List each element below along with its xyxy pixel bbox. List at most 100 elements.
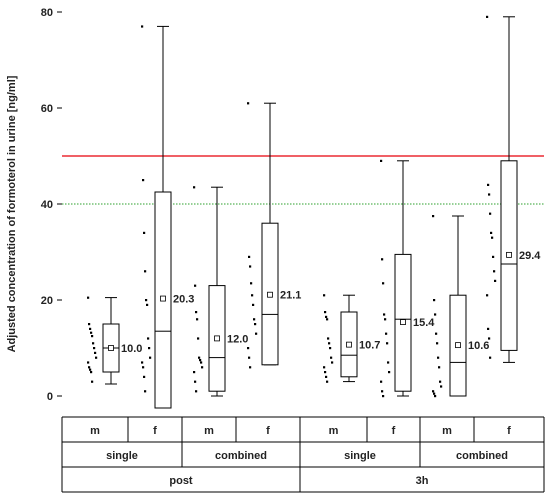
table-sex-label: f [153,425,157,437]
data-point [488,337,491,340]
data-point [195,311,198,314]
table-sex-label: m [90,425,100,437]
data-point [149,356,152,359]
data-point [87,296,90,299]
data-point [247,347,250,350]
data-point [95,356,98,359]
data-point [331,361,334,364]
data-point [327,337,330,340]
data-point [252,303,255,306]
data-point [326,318,329,321]
table-time-label: 3h [416,475,429,487]
data-point [433,392,436,395]
data-point [250,282,253,285]
data-point [323,294,326,297]
data-point [489,212,492,215]
data-point [494,279,497,282]
data-point [434,395,437,398]
data-point [384,318,387,321]
y-axis-label: Adjusted concentration of formoterol in … [6,75,18,352]
data-point [193,186,196,189]
data-point [492,255,495,258]
data-point [197,337,200,340]
y-tick-label: 20 [41,295,53,307]
table-time-label: post [169,475,193,487]
data-point [92,342,95,345]
data-point [90,371,93,374]
data-point [381,390,384,393]
data-point [91,380,94,383]
data-point [329,347,332,350]
data-point [387,361,390,364]
data-points [87,15,497,398]
data-point [328,342,331,345]
data-point [330,356,333,359]
data-point [489,356,492,359]
data-point [249,265,252,268]
reference-lines [62,155,544,205]
data-point [382,282,385,285]
table-sex-label: m [329,425,339,437]
data-point [196,318,199,321]
data-point [436,342,439,345]
mean-marker [400,319,406,325]
mean-marker [506,251,512,258]
data-point [383,313,386,316]
data-point [248,356,251,359]
data-point [435,332,438,335]
data-point [325,375,328,378]
data-point [385,332,388,335]
data-point [439,380,442,383]
mean-marker [346,341,352,348]
table-regimen-label: single [106,450,138,462]
data-point [434,313,437,316]
data-point [141,25,144,28]
mean-label: 10.7 [359,340,380,352]
data-point [141,361,144,364]
data-point [87,361,90,364]
mean-label: 10.6 [468,340,489,352]
y-tick-label: 40 [41,199,53,211]
mean-marker [267,291,273,298]
data-point [432,390,435,393]
data-point [326,380,329,383]
table-regimen-label: combined [215,450,267,462]
data-point [90,331,93,334]
table-regimen-label: single [344,450,376,462]
data-point [147,337,150,340]
data-point [255,332,258,335]
data-point [93,347,96,350]
table-sex-label: m [442,425,452,437]
y-tick-label: 80 [41,7,53,19]
data-point [493,270,496,273]
y-axis: 0 20 40 60 80 [41,7,62,403]
data-point [143,375,146,378]
data-point [248,255,251,258]
data-point [249,366,252,369]
mean-label: 20.3 [173,294,194,306]
data-point [486,294,489,297]
data-point [88,323,91,326]
data-point [440,385,443,388]
data-point [199,359,202,362]
mean-label: 12.0 [227,333,248,345]
data-point [148,347,151,350]
data-point [145,299,148,302]
data-point [487,327,490,330]
data-point [146,303,149,306]
y-tick-label: 60 [41,103,53,115]
data-point [201,366,204,369]
data-point [143,231,146,234]
data-point [254,323,257,326]
mean-marker [108,345,114,351]
data-point [382,395,385,398]
data-point [433,299,436,302]
mean-marker [214,335,220,342]
data-point [438,366,441,369]
boxes: 10.0 20.3 12.0 21.1 10.7 15.4 10.6 29.4 [102,16,541,409]
data-point [490,231,493,234]
data-point [324,371,327,374]
table-sex-label: m [204,425,214,437]
table-sex-label: f [392,425,396,437]
